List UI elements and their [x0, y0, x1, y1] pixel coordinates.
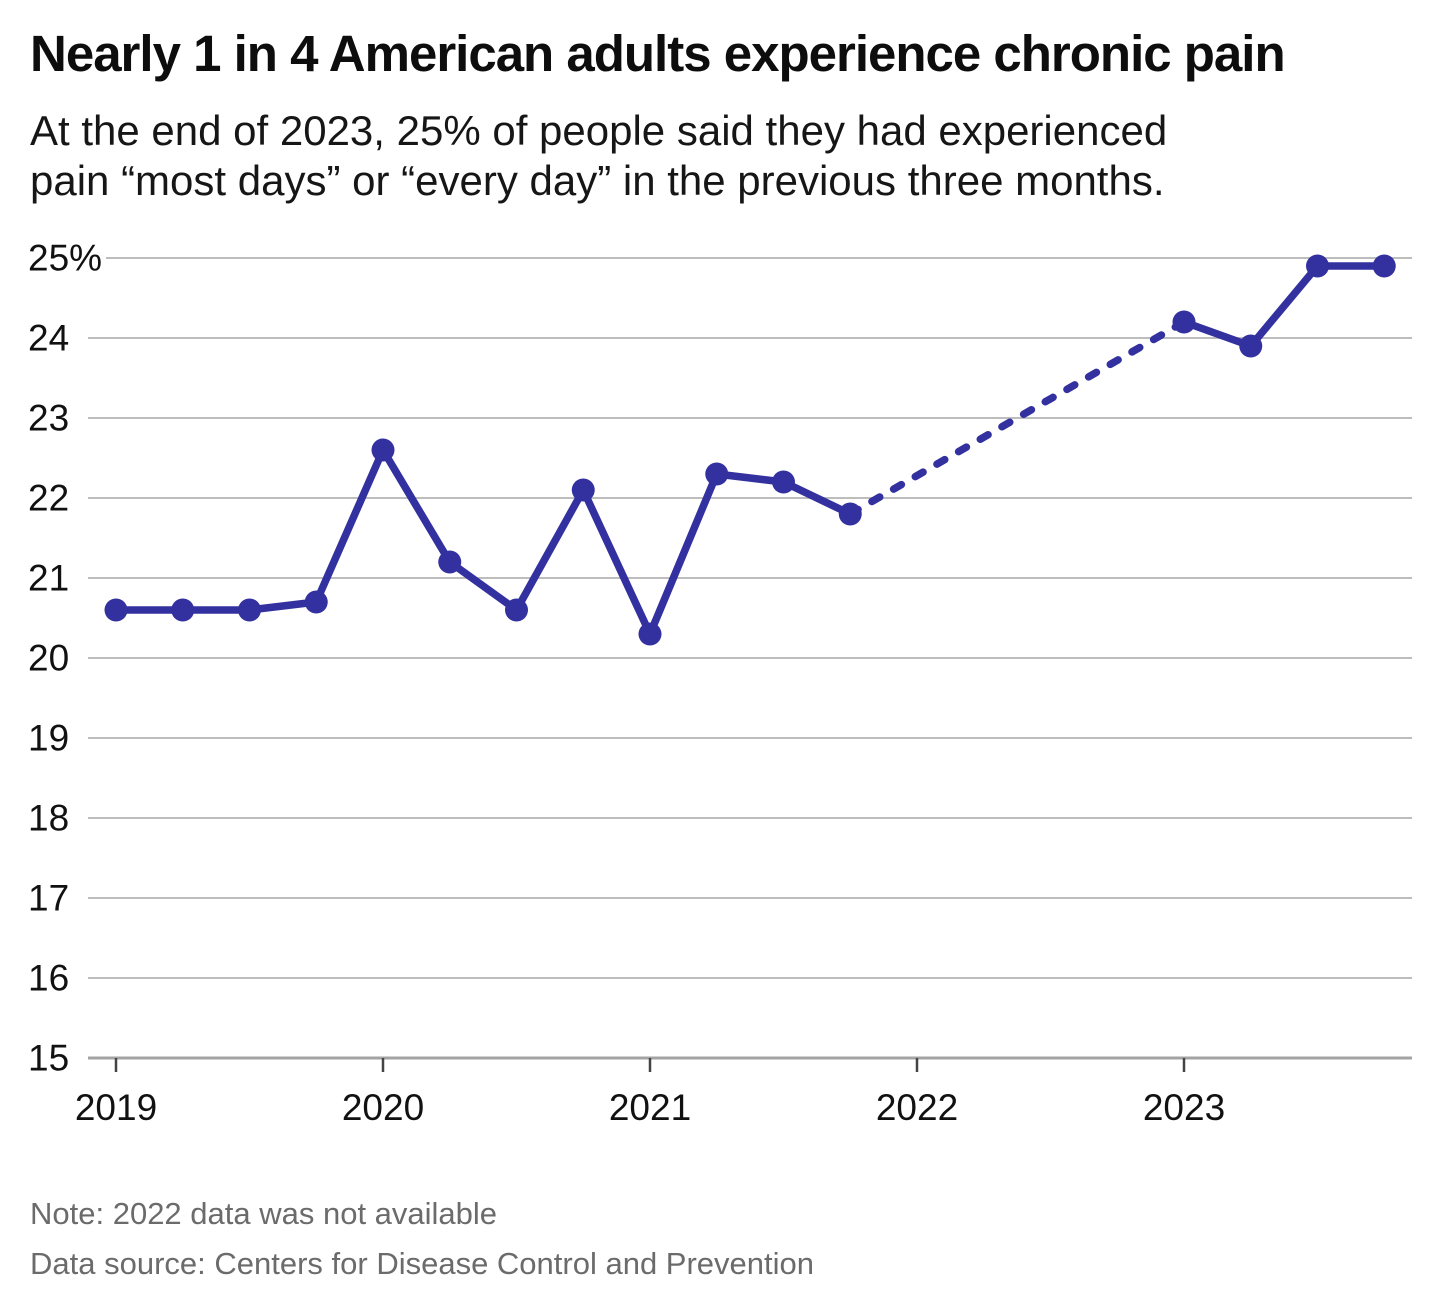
data-point	[571, 478, 595, 502]
data-point	[104, 598, 128, 622]
chart-note: Note: 2022 data was not available	[30, 1196, 498, 1231]
x-tick-label: 2021	[609, 1087, 691, 1128]
y-tick-label: 25%	[28, 238, 102, 279]
y-tick-label: 24	[28, 318, 69, 359]
data-point	[705, 462, 729, 486]
y-tick-label: 19	[28, 718, 69, 759]
chart-title: Nearly 1 in 4 American adults experience…	[30, 25, 1286, 82]
data-point	[638, 622, 662, 646]
y-tick-label: 18	[28, 798, 69, 839]
data-point	[171, 598, 195, 622]
y-tick-label: 22	[28, 478, 69, 519]
y-tick-label: 20	[28, 638, 69, 679]
data-point	[838, 502, 862, 526]
y-tick-label: 23	[28, 398, 69, 439]
data-line-solid	[112, 446, 854, 638]
data-point	[238, 598, 261, 622]
y-tick-label: 16	[28, 958, 69, 999]
data-point	[438, 550, 462, 574]
y-tick-label: 17	[28, 878, 69, 919]
x-tick-label: 2022	[876, 1087, 958, 1128]
data-point	[772, 470, 795, 494]
y-tick-label: 21	[28, 558, 69, 599]
data-point	[1372, 254, 1396, 278]
y-tick-label: 15	[28, 1038, 69, 1079]
data-point	[505, 598, 528, 622]
data-point	[1172, 310, 1196, 334]
chart-subtitle: At the end of 2023, 25% of people said t…	[30, 106, 1167, 206]
data-point	[304, 590, 328, 614]
x-tick-label: 2019	[75, 1087, 157, 1128]
chart-subtitle-line-1: At the end of 2023, 25% of people said t…	[30, 107, 1168, 154]
data-line-solid	[1180, 262, 1388, 350]
chart-source: Data source: Centers for Disease Control…	[30, 1246, 815, 1281]
chart-subtitle-line-2: pain “most days” or “every day” in the p…	[30, 157, 1165, 204]
data-point	[371, 438, 395, 462]
x-tick-label: 2020	[342, 1087, 424, 1128]
data-point	[1306, 254, 1329, 278]
x-tick-label: 2023	[1143, 1087, 1225, 1128]
data-point	[1239, 334, 1263, 358]
